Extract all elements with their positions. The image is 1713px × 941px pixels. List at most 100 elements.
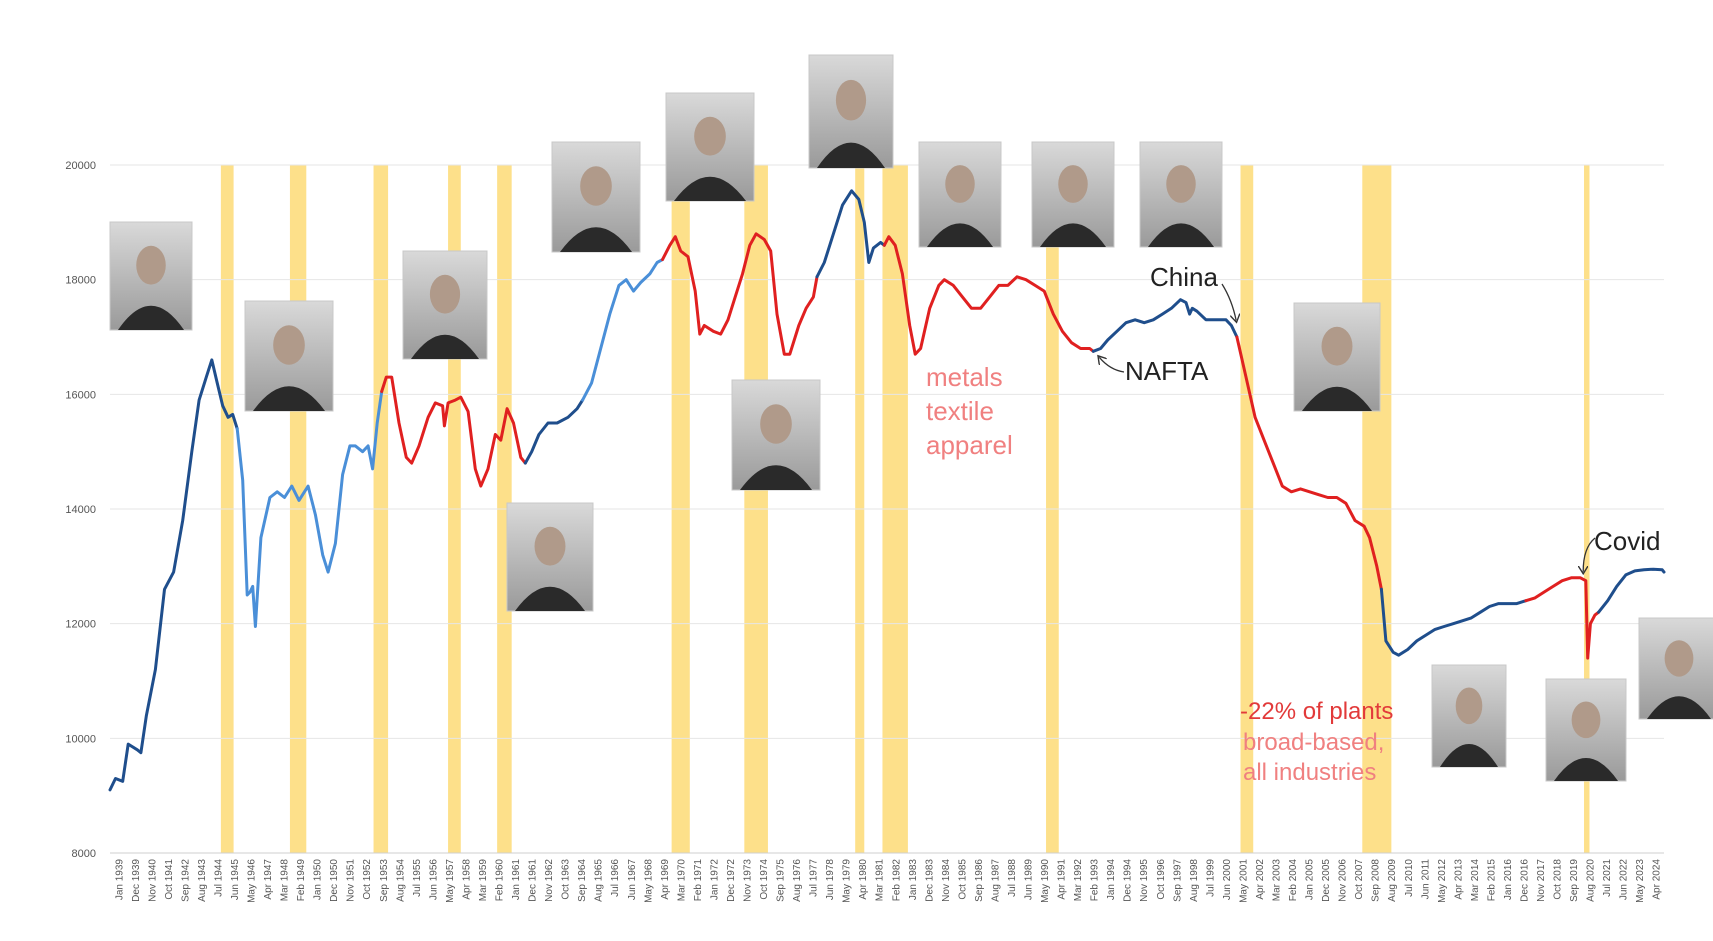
annotation-textile: textile	[926, 396, 994, 426]
x-tick-label: Jul 1988	[1007, 859, 1018, 897]
series-segment-9	[1091, 298, 1239, 353]
x-tick-label: Jun 1967	[627, 859, 638, 901]
x-tick-label: Feb 1982	[891, 859, 902, 902]
x-tick-label: May 2012	[1437, 859, 1448, 903]
president-portrait-1	[109, 221, 193, 331]
x-tick-label: Apr 1958	[461, 859, 472, 900]
annotation-apparel: apparel	[926, 430, 1013, 460]
president-portrait-14	[1545, 678, 1627, 782]
x-tick-label: Jun 2000	[1222, 859, 1233, 901]
x-tick-label: Jul 1955	[412, 859, 423, 897]
series-segment-13	[1597, 567, 1666, 614]
x-tick-label: Jan 1950	[313, 859, 324, 901]
x-tick-label: Dec 1950	[329, 859, 340, 902]
series-segment-7	[815, 189, 886, 279]
x-tick-label: May 2001	[1238, 859, 1249, 903]
x-tick-label: Feb 2004	[1288, 859, 1299, 902]
x-tick-label: May 2023	[1635, 859, 1646, 903]
x-tick-label: Nov 2017	[1536, 859, 1547, 902]
series-segment-10	[1235, 335, 1383, 591]
annotation-broad-based: broad-based,	[1243, 729, 1384, 756]
x-tick-label: Sep 1975	[776, 859, 787, 902]
x-tick-label: Jun 1945	[230, 859, 241, 901]
series-segment-11	[1379, 587, 1528, 657]
x-tick-label: Apr 1969	[660, 859, 671, 900]
series-segment-2	[235, 390, 384, 628]
x-tick-label: Jan 1961	[511, 859, 522, 901]
series-segment-1	[108, 358, 239, 792]
y-tick-label: 16000	[65, 389, 96, 401]
x-tick-label: Feb 1960	[495, 859, 506, 902]
y-tick-label: 20000	[65, 160, 96, 172]
x-tick-label: Feb 1949	[296, 859, 307, 902]
x-tick-label: Dec 1972	[726, 859, 737, 902]
x-tick-label: Nov 1940	[147, 859, 158, 902]
x-tick-label: Aug 1965	[594, 859, 605, 902]
x-tick-label: Jun 2022	[1619, 859, 1630, 901]
x-tick-label: Jun 1989	[1024, 859, 1035, 901]
x-tick-label: Feb 1971	[693, 859, 704, 902]
x-tick-label: Jan 2016	[1503, 859, 1514, 901]
x-tick-label: Apr 2024	[1652, 859, 1663, 900]
x-tick-label: Oct 2018	[1553, 859, 1564, 900]
x-tick-label: Oct 1952	[362, 859, 373, 900]
x-axis: Jan 1939 Dec 1939 Nov 1940 Oct 1941 Sep 1942…	[114, 859, 1662, 903]
x-tick-label: Jun 2011	[1420, 859, 1431, 900]
gridlines	[110, 164, 1664, 854]
x-tick-label: Dec 1994	[1123, 859, 1134, 902]
series-segment-4	[523, 398, 585, 465]
y-tick-label: 12000	[65, 619, 96, 631]
president-portrait-3	[402, 250, 488, 360]
series-segment-8	[882, 235, 1095, 356]
x-tick-label: Aug 2009	[1387, 859, 1398, 902]
china-arrow	[1221, 283, 1236, 320]
president-portrait-11	[1139, 141, 1223, 248]
x-tick-label: May 1957	[445, 859, 456, 903]
series-lines	[108, 189, 1666, 792]
x-tick-label: May 1968	[643, 859, 654, 903]
x-tick-label: Jul 1966	[610, 859, 621, 897]
x-tick-label: Sep 1964	[577, 859, 588, 902]
president-portrait-4	[506, 502, 594, 612]
x-tick-label: Oct 1996	[1156, 859, 1167, 900]
x-tick-label: Apr 1947	[263, 859, 274, 900]
x-tick-label: Mar 1970	[676, 859, 687, 902]
president-portrait-9	[918, 141, 1002, 248]
x-tick-label: Mar 1981	[875, 859, 886, 902]
x-tick-label: Feb 2015	[1486, 859, 1497, 902]
x-tick-label: Apr 2013	[1453, 859, 1464, 900]
annotation-all-industries: all industries	[1243, 759, 1376, 786]
x-tick-label: Dec 1939	[131, 859, 142, 902]
president-portrait-8	[808, 54, 894, 169]
x-tick-label: Aug 1998	[1189, 859, 1200, 902]
x-tick-label: Aug 1987	[990, 859, 1001, 902]
x-tick-label: Oct 1941	[164, 859, 175, 900]
x-tick-label: Nov 1995	[1139, 859, 1150, 902]
x-tick-label: May 1979	[842, 859, 853, 903]
x-tick-label: Dec 2005	[1321, 859, 1332, 902]
x-tick-label: Sep 1953	[379, 859, 390, 902]
x-tick-label: May 1990	[1040, 859, 1051, 903]
x-tick-label: Aug 2020	[1586, 859, 1597, 902]
annotation-arrows	[1099, 283, 1596, 572]
annotation-plants-pct: -22% of plants	[1240, 698, 1393, 725]
x-tick-label: Jan 1994	[1106, 859, 1117, 901]
y-tick-label: 18000	[65, 275, 96, 287]
x-tick-label: Aug 1943	[197, 859, 208, 902]
x-tick-label: Mar 1959	[478, 859, 489, 902]
president-portraits	[109, 54, 1713, 782]
x-tick-label: Nov 1973	[742, 859, 753, 902]
x-tick-label: Jan 1939	[114, 859, 125, 901]
president-portrait-2	[244, 300, 334, 412]
x-tick-label: Apr 1980	[858, 859, 869, 900]
annotation-china: China	[1150, 262, 1218, 292]
x-tick-label: Jan 1972	[709, 859, 720, 901]
y-tick-label: 10000	[65, 733, 96, 745]
x-tick-label: Oct 1985	[957, 859, 968, 900]
x-tick-label: Jun 1978	[825, 859, 836, 901]
x-tick-label: Apr 1991	[1057, 859, 1068, 900]
annotation-metals: metals	[926, 362, 1003, 392]
x-tick-label: Dec 1983	[924, 859, 935, 902]
series-segment-6	[661, 232, 819, 356]
